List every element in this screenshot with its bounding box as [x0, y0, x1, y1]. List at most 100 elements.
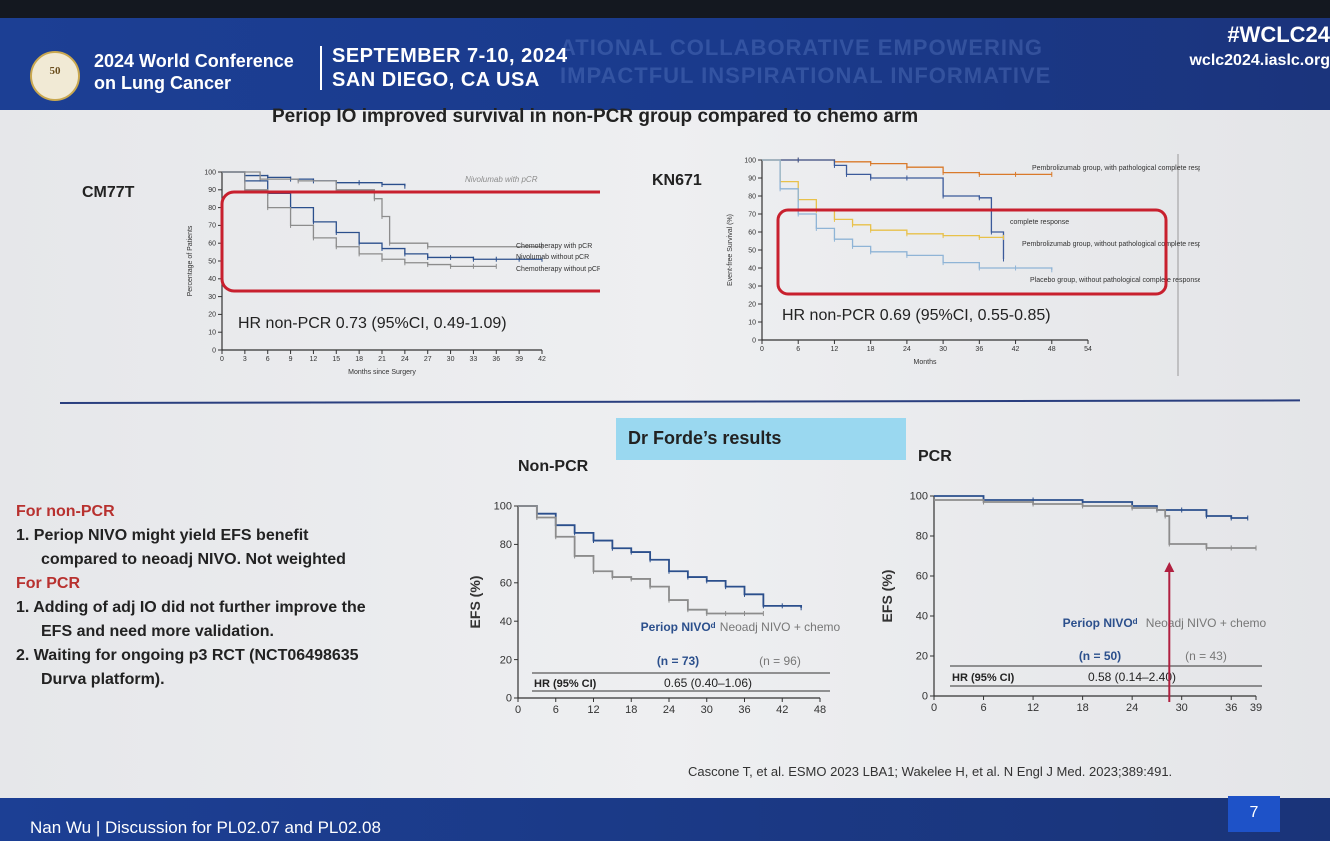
cm77t-x-tick-label: 6 — [266, 356, 270, 363]
kn671-legend-placebo-no-pcr: Placebo group, without pathological comp… — [1030, 277, 1200, 284]
cm77t-x-tick-label: 3 — [243, 356, 247, 363]
cm77t-legend-nivo-no-pcr: Nivolumab without pCR — [516, 254, 589, 261]
nonpcr-x-tick-label: 6 — [553, 704, 559, 716]
nonpcr-x-tick-label: 36 — [738, 704, 750, 716]
kn671-x-tick-label: 36 — [975, 346, 983, 353]
cm77t-x-tick-label: 18 — [355, 356, 363, 363]
cm77t-y-tick-label: 90 — [208, 187, 216, 194]
footer-bar — [0, 798, 1330, 841]
conference-name: 2024 World Conference on Lung Cancer — [94, 50, 294, 94]
cm77t-x-tick-label: 39 — [515, 356, 523, 363]
kn671-y-tick-label: 0 — [752, 337, 756, 344]
pcr-item2-line2: Durva platform). — [41, 671, 165, 688]
cm77t-series-line-3 — [222, 171, 497, 267]
pcr-x-tick-label: 30 — [1176, 702, 1188, 714]
nonpcr-hr-value: 0.65 (0.40–1.06) — [664, 676, 752, 690]
cm77t-chart: 0 3 6 9 12 15 18 21 24 27 30 33 36 39 4201020304050607… — [187, 169, 600, 376]
cm77t-x-tick-label: 27 — [424, 356, 432, 363]
kn671-y-axis-label: Event-free Survival (%) — [727, 214, 734, 286]
cm77t-series-line-1 — [222, 171, 542, 248]
logo-text: 50 — [49, 65, 61, 77]
slide-title: Periop IO improved survival in non-PCR g… — [272, 106, 919, 127]
cm77t-y-tick-label: 20 — [208, 312, 216, 319]
kn671-y-tick-label: 10 — [748, 319, 756, 326]
screen-bezel — [0, 0, 1330, 22]
cm77t-x-axis-label: Months since Surgery — [348, 369, 416, 376]
cm77t-y-tick-label: 10 — [208, 330, 216, 337]
cm77t-x-tick-label: 33 — [470, 356, 478, 363]
kn671-legend-pembro-pcr: Pembrolizumab group, with pathological c… — [1032, 165, 1200, 172]
cm77t-y-tick-label: 60 — [208, 241, 216, 248]
conference-name-line2: on Lung Cancer — [94, 73, 232, 93]
kn671-y-tick-label: 20 — [748, 301, 756, 308]
nonpcr-y-tick-label: 20 — [500, 654, 512, 666]
pcr-x-tick-label: 12 — [1027, 702, 1039, 714]
cm77t-x-tick-label: 30 — [447, 356, 455, 363]
kn671-x-tick-label: 12 — [831, 346, 839, 353]
nonpcr-x-tick-label: 30 — [701, 704, 713, 716]
pcr-y-axis-label: EFS (%) — [879, 570, 895, 623]
kn671-y-tick-label: 30 — [748, 283, 756, 290]
cm77t-y-tick-label: 70 — [208, 223, 216, 230]
kn671-legend-complete-response: complete response — [1010, 219, 1069, 226]
nonpcr-series2-name: Neoadj NIVO + chemo — [720, 620, 840, 634]
kn671-y-tick-label: 70 — [748, 211, 756, 218]
pcr-series-line-0 — [934, 495, 1248, 519]
conference-location: SAN DIEGO, CA USA — [332, 69, 540, 91]
cm77t-highlight-box — [220, 190, 600, 293]
cm77t-x-tick-label: 36 — [492, 356, 500, 363]
nonpcr-y-tick-label: 0 — [506, 693, 512, 705]
cm77t-label: CM77T — [82, 184, 135, 201]
cm77t-obscured-label: Nivolumab with pCR — [465, 175, 538, 184]
kn671-x-tick-label: 6 — [796, 346, 800, 353]
kn671-x-tick-label: 48 — [1048, 346, 1056, 353]
pcr-arrow-head — [1164, 562, 1175, 572]
cm77t-x-tick-label: 0 — [220, 356, 224, 363]
pcr-x-tick-label: 24 — [1126, 702, 1138, 714]
kn671-y-tick-label: 50 — [748, 247, 756, 254]
conference-banner: ATIONAL COLLABORATIVE EMPOWERING IMPACTF… — [0, 18, 1330, 110]
nonpcr-y-axis-label: EFS (%) — [470, 576, 483, 629]
nonpcr-item1-line1: 1. Periop NIVO might yield EFS benefit — [16, 527, 309, 544]
cm77t-y-tick-label: 50 — [208, 258, 216, 265]
iaslc-logo: 50 — [30, 51, 80, 101]
cm77t-x-tick-label: 24 — [401, 356, 409, 363]
kn671-x-tick-label: 54 — [1084, 346, 1092, 353]
kn671-y-tick-label: 40 — [748, 265, 756, 272]
nonpcr-series-line-1 — [518, 505, 764, 615]
cm77t-x-tick-label: 42 — [538, 356, 546, 363]
pcr-y-tick-label: 40 — [916, 611, 928, 623]
nonpcr-x-tick-label: 18 — [625, 704, 637, 716]
background-words-line2: IMPACTFUL INSPIRATIONAL INFORMATIVE — [560, 63, 1052, 88]
nonpcr-chart: 0 6 12 18 24 30 36 42 48 0 20 40 60 80 100 EFS (%) HR (9… — [470, 501, 840, 716]
nonpcr-item1-line2: compared to neoadj NIVO. Not weighted — [41, 551, 346, 568]
nonpcr-y-tick-label: 60 — [500, 577, 512, 589]
kn671-y-tick-label: 60 — [748, 229, 756, 236]
pcr-x-tick-label: 18 — [1076, 702, 1088, 714]
kn671-y-tick-label: 90 — [748, 175, 756, 182]
citation: Cascone T, et al. ESMO 2023 LBA1; Wakele… — [688, 764, 1173, 779]
kn671-hr-annotation: HR non-PCR 0.69 (95%CI, 0.55-0.85) — [782, 307, 1051, 324]
pcr-y-tick-label: 0 — [922, 691, 928, 703]
nonpcr-series1-name: Periop NIVOᵈ — [641, 620, 716, 634]
pcr-hr-label: HR (95% CI) — [952, 672, 1015, 684]
nonpcr-x-tick-label: 42 — [776, 704, 788, 716]
kn671-x-axis-label: Months — [914, 359, 937, 366]
discussion-notes: For non-PCR 1. Periop NIVO might yield E… — [16, 500, 366, 692]
nonpcr-y-tick-label: 100 — [494, 501, 512, 513]
background-words-line1: ATIONAL COLLABORATIVE EMPOWERING — [560, 35, 1043, 60]
kn671-x-tick-label: 30 — [939, 346, 947, 353]
pcr-item1-line2: EFS and need more validation. — [41, 623, 274, 640]
kn671-chart: 0 6 12 18 24 30 36 42 48 54 0 10 20 30 40 50 60 70 80 90 100… — [727, 154, 1200, 376]
pcr-series2-name: Neoadj NIVO + chemo — [1146, 616, 1267, 630]
conference-name-line1: 2024 World Conference — [94, 51, 294, 71]
presenter-footer: Nan Wu | Discussion for PL02.07 and PL02… — [30, 818, 381, 837]
pcr-chart: 0 6 12 18 24 30 36 39 0 20 40 60 80 100 EFS (%) HR (95%… — [879, 491, 1267, 714]
kn671-legend-pembro-no-pcr: Pembrolizumab group, without pathologica… — [1022, 241, 1200, 248]
pcr-y-tick-label: 80 — [916, 531, 928, 543]
nonpcr-x-tick-label: 48 — [814, 704, 826, 716]
kn671-label: KN671 — [652, 172, 702, 189]
pcr-x-tick-label: 36 — [1225, 702, 1237, 714]
pcr-series1-n: (n = 50) — [1079, 649, 1121, 663]
nonpcr-y-tick-label: 80 — [500, 539, 512, 551]
